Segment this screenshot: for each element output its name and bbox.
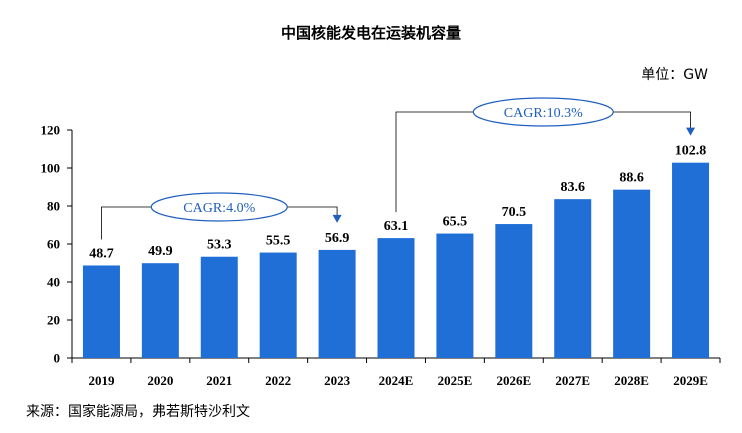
y-tick-label: 100 (41, 161, 61, 176)
chart-axes: 0 20 40 60 80 100 120 2019 2020 2021 2022 2023 2024E… (41, 123, 721, 388)
data-label: 53.3 (207, 238, 232, 253)
bar (613, 189, 651, 358)
bar (554, 199, 592, 358)
bar (200, 256, 238, 358)
bar (672, 162, 710, 358)
data-label: 63.1 (384, 219, 409, 234)
x-tick-label: 2029E (673, 373, 708, 388)
data-label: 83.6 (560, 180, 585, 195)
data-label: 102.8 (675, 144, 707, 159)
bar (495, 224, 533, 358)
y-tick-label: 60 (47, 237, 60, 252)
bar (259, 252, 297, 358)
bar (436, 233, 474, 358)
data-label: 65.5 (443, 215, 468, 230)
data-label: 56.9 (325, 231, 350, 246)
x-tick-label: 2022 (265, 373, 291, 388)
x-tick-label: 2019 (88, 373, 115, 388)
x-tick-label: 2026E (496, 373, 531, 388)
cagr-arrowhead (332, 214, 342, 223)
chart-bars: 48.7 49.9 53.3 55.5 56.9 63.1 65.5 70.5 83.6 88.6… (82, 144, 710, 358)
bar (82, 265, 120, 358)
y-tick-label: 40 (47, 275, 60, 290)
x-tick-label: 2020 (147, 373, 173, 388)
y-tick-label: 0 (54, 351, 61, 366)
y-tick-label: 120 (41, 123, 61, 138)
data-label: 49.9 (148, 244, 173, 259)
bar (377, 238, 415, 358)
x-tick-label: 2027E (555, 373, 590, 388)
cagr-connector-right (613, 111, 691, 129)
x-tick-label: 2025E (438, 373, 473, 388)
x-tick-label: 2024E (379, 373, 414, 388)
data-label: 70.5 (502, 205, 527, 220)
cagr-connector-left (395, 111, 474, 213)
cagr-label: CAGR:4.0% (183, 201, 255, 216)
chart-annotations: CAGR:4.0% CAGR:10.3% (101, 97, 696, 240)
cagr-ellipse (472, 97, 614, 127)
unit-label: 单位：GW (641, 67, 708, 83)
bar (318, 249, 356, 358)
x-tick-label: 2023 (324, 373, 351, 388)
data-label: 48.7 (89, 246, 114, 261)
data-label: 88.6 (619, 171, 644, 186)
cagr-arrowhead (686, 127, 696, 136)
y-tick-label: 20 (47, 313, 60, 328)
cagr-connector-right (287, 206, 338, 216)
cagr-ellipse (150, 192, 288, 222)
cagr-label: CAGR:10.3% (504, 106, 583, 121)
x-tick-label: 2021 (206, 373, 232, 388)
source-note: 来源：国家能源局，弗若斯特沙利文 (26, 404, 250, 420)
chart-title: 中国核能发电在运装机容量 (280, 24, 461, 42)
x-tick-label: 2028E (614, 373, 649, 388)
cagr-connector-left (101, 206, 152, 240)
y-tick-label: 80 (47, 199, 60, 214)
data-label: 55.5 (266, 234, 291, 249)
bar (141, 263, 179, 358)
